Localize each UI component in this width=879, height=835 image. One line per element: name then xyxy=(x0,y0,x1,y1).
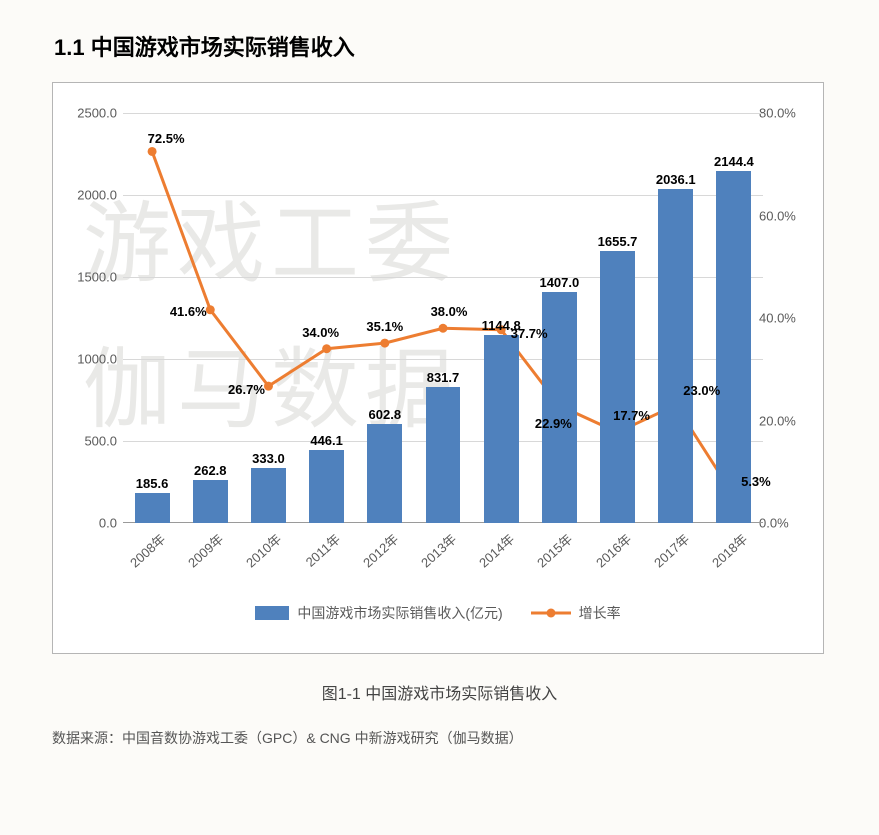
x-tick-label: 2013年 xyxy=(416,529,460,571)
bar xyxy=(600,251,635,523)
page-title: 1.1 中国游戏市场实际销售收入 xyxy=(54,30,829,62)
line-value-label: 41.6% xyxy=(170,304,207,319)
chart-frame: 游戏工委 伽马数据 0.0500.01000.01500.02000.02500… xyxy=(52,82,824,654)
line-value-label: 5.3% xyxy=(741,474,771,489)
x-tick-label: 2009年 xyxy=(183,529,227,571)
bar xyxy=(426,387,461,523)
line-value-label: 35.1% xyxy=(366,319,403,334)
legend: 中国游戏市场实际销售收入(亿元) 增长率 xyxy=(53,603,823,623)
bar xyxy=(135,493,170,523)
bar-value-label: 1407.0 xyxy=(539,275,579,290)
y1-tick-label: 0.0 xyxy=(61,517,117,530)
bar-value-label: 2036.1 xyxy=(656,172,696,187)
line-value-label: 23.0% xyxy=(683,383,720,398)
y1-axis: 0.0500.01000.01500.02000.02500.0 xyxy=(61,113,121,523)
x-tick-label: 2017年 xyxy=(649,529,693,571)
x-tick-label: 2018年 xyxy=(707,529,751,571)
legend-item-line: 增长率 xyxy=(531,603,621,623)
line-value-label: 37.7% xyxy=(511,326,548,341)
figure-caption: 图1-1 中国游戏市场实际销售收入 xyxy=(50,680,829,704)
x-tick-label: 2015年 xyxy=(532,529,576,571)
line-value-label: 17.7% xyxy=(613,408,650,423)
y2-tick-label: 0.0% xyxy=(759,517,815,530)
y2-tick-label: 80.0% xyxy=(759,107,815,120)
bar xyxy=(716,171,751,523)
bar-value-label: 185.6 xyxy=(136,476,169,491)
bar xyxy=(193,480,228,523)
bar xyxy=(658,189,693,523)
line-value-label: 38.0% xyxy=(431,304,468,319)
line-value-label: 34.0% xyxy=(302,325,339,340)
bar-value-label: 333.0 xyxy=(252,451,285,466)
x-tick-label: 2012年 xyxy=(358,529,402,571)
legend-line-label: 增长率 xyxy=(579,603,621,623)
plot-area: 185.6262.8333.0446.1602.8831.71144.81407… xyxy=(123,113,763,523)
line-value-label: 22.9% xyxy=(535,416,572,431)
bar xyxy=(484,335,519,523)
legend-item-bar: 中国游戏市场实际销售收入(亿元) xyxy=(255,603,502,623)
bar-value-label: 262.8 xyxy=(194,463,227,478)
x-tick-label: 2008年 xyxy=(125,529,169,571)
data-source: 数据来源：中国音数协游戏工委（GPC）& CNG 中新游戏研究（伽马数据） xyxy=(52,728,829,748)
page: 1.1 中国游戏市场实际销售收入 游戏工委 伽马数据 0.0500.01000.… xyxy=(0,0,879,835)
y2-tick-label: 60.0% xyxy=(759,209,815,222)
x-tick-label: 2016年 xyxy=(591,529,635,571)
bar xyxy=(251,468,286,523)
y2-tick-label: 20.0% xyxy=(759,414,815,427)
y2-tick-label: 40.0% xyxy=(759,312,815,325)
y1-tick-label: 2500.0 xyxy=(61,107,117,120)
x-axis-labels: 2008年 2009年 2010年 2011年 2012年 2013年 2014年 2015年… xyxy=(123,525,763,585)
bar-value-label: 602.8 xyxy=(369,407,402,422)
y2-axis: 0.0%20.0%40.0%60.0%80.0% xyxy=(759,113,819,523)
y1-tick-label: 500.0 xyxy=(61,435,117,448)
y1-tick-label: 1500.0 xyxy=(61,271,117,284)
y1-tick-label: 2000.0 xyxy=(61,189,117,202)
bar xyxy=(309,450,344,523)
bar-value-label: 2144.4 xyxy=(714,154,754,169)
bar xyxy=(367,424,402,523)
line-value-label: 72.5% xyxy=(148,131,185,146)
x-tick-label: 2010年 xyxy=(241,529,285,571)
x-tick-label: 2011年 xyxy=(300,529,343,571)
legend-line-swatch xyxy=(531,606,571,620)
line-value-label: 26.7% xyxy=(228,382,265,397)
bar-value-label: 446.1 xyxy=(310,433,343,448)
legend-bar-swatch xyxy=(255,606,289,620)
bar-value-label: 1655.7 xyxy=(598,234,638,249)
bar-value-label: 831.7 xyxy=(427,370,460,385)
legend-bar-label: 中国游戏市场实际销售收入(亿元) xyxy=(297,603,502,623)
x-tick-label: 2014年 xyxy=(474,529,518,571)
y1-tick-label: 1000.0 xyxy=(61,353,117,366)
